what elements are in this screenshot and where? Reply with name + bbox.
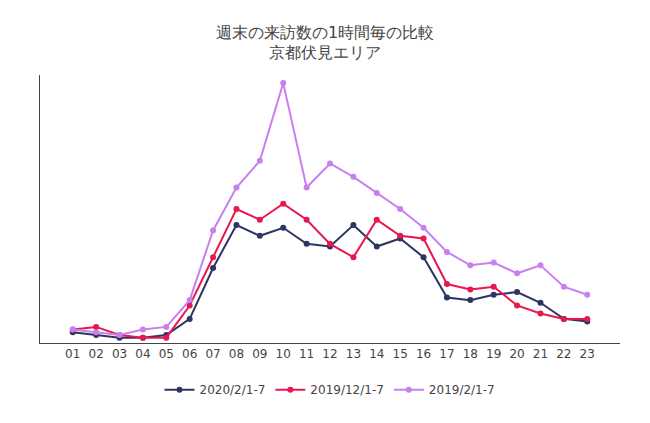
svg-text:22: 22 — [556, 347, 571, 361]
svg-text:05: 05 — [159, 347, 174, 361]
svg-text:17: 17 — [439, 347, 454, 361]
svg-text:18: 18 — [463, 347, 478, 361]
svg-text:2019/12/1-7: 2019/12/1-7 — [310, 383, 384, 397]
svg-text:15: 15 — [393, 347, 408, 361]
svg-text:08: 08 — [229, 347, 244, 361]
svg-text:09: 09 — [252, 347, 267, 361]
svg-text:11: 11 — [299, 347, 314, 361]
svg-text:02: 02 — [88, 347, 103, 361]
svg-text:07: 07 — [205, 347, 220, 361]
svg-text:14: 14 — [369, 347, 384, 361]
svg-text:20: 20 — [509, 347, 524, 361]
svg-text:16: 16 — [416, 347, 431, 361]
svg-text:10: 10 — [276, 347, 291, 361]
svg-text:04: 04 — [135, 347, 150, 361]
svg-text:23: 23 — [580, 347, 595, 361]
svg-text:03: 03 — [112, 347, 127, 361]
svg-text:01: 01 — [65, 347, 80, 361]
svg-text:13: 13 — [346, 347, 361, 361]
svg-text:2019/2/1-7: 2019/2/1-7 — [429, 383, 495, 397]
svg-text:19: 19 — [486, 347, 501, 361]
svg-text:12: 12 — [322, 347, 337, 361]
svg-text:21: 21 — [533, 347, 548, 361]
svg-text:週末の来訪数の1時間毎の比較京都伏見エリア: 週末の来訪数の1時間毎の比較京都伏見エリア — [216, 23, 434, 63]
svg-text:06: 06 — [182, 347, 197, 361]
svg-text:2020/2/1-7: 2020/2/1-7 — [200, 383, 266, 397]
